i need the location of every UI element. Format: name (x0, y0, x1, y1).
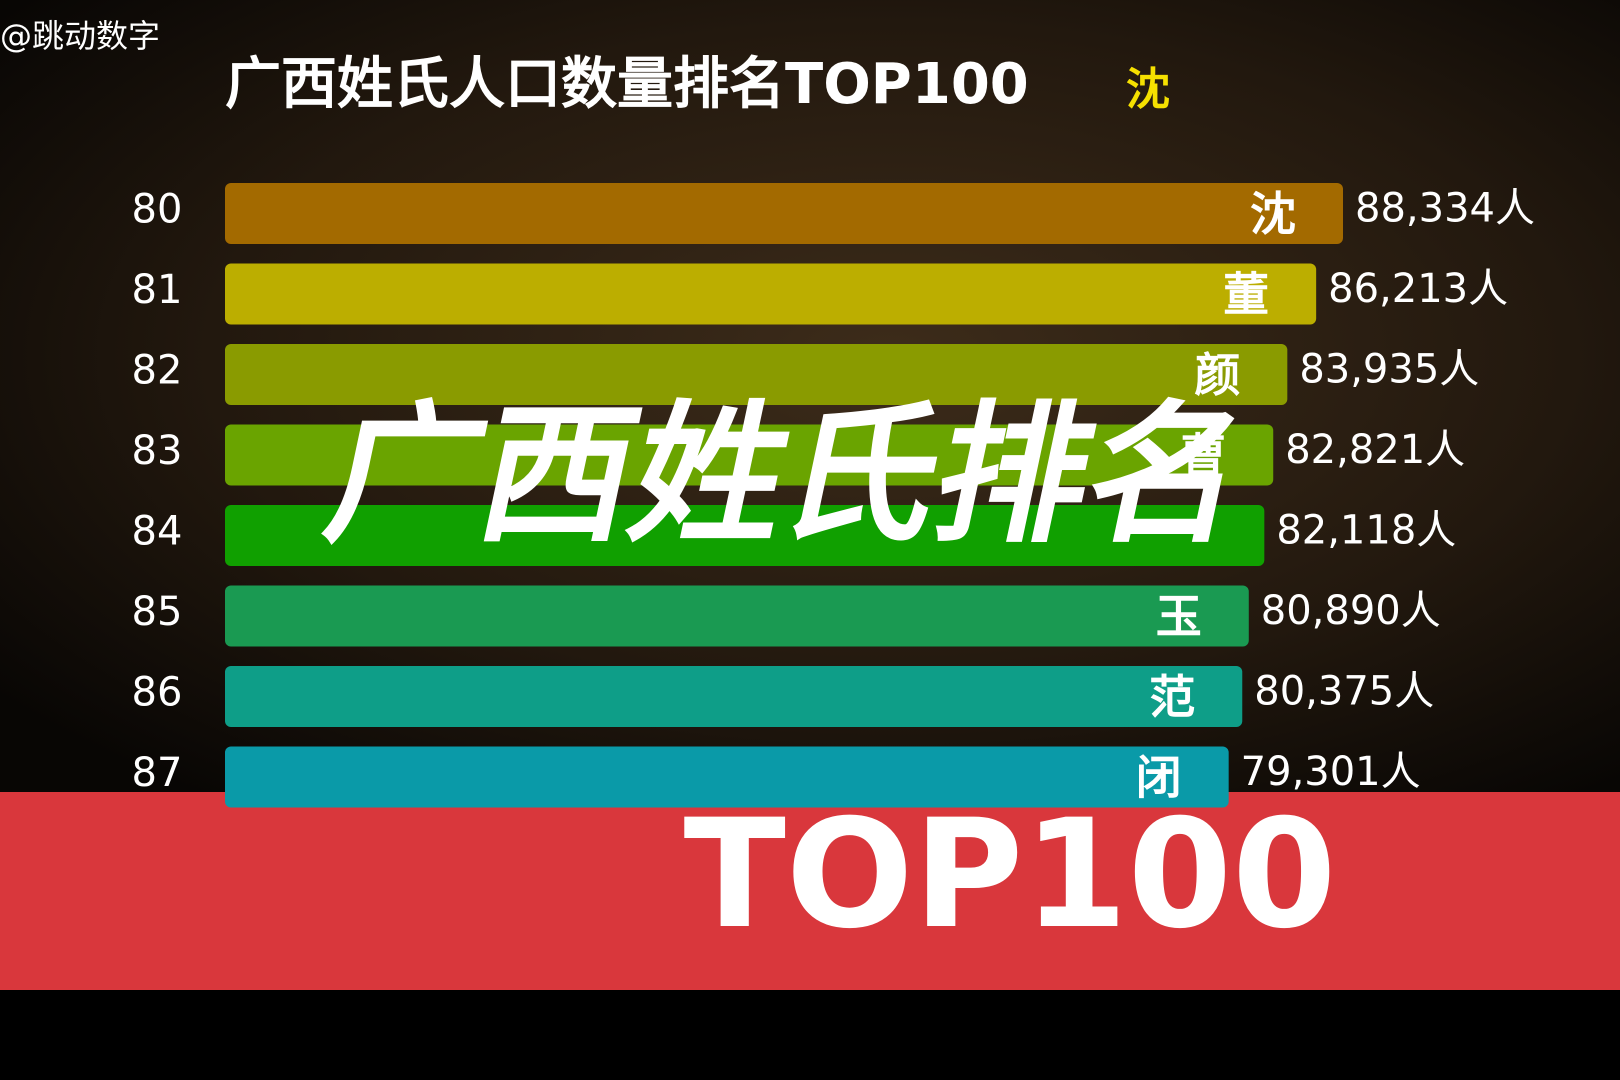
rank-label: 82 (132, 348, 183, 394)
current-label: 沈 (1126, 64, 1170, 115)
bar-label: 范 (1149, 670, 1195, 724)
rank-label: 84 (132, 509, 183, 555)
bar-label: 董 (1223, 268, 1269, 322)
overlay-title: 广西姓氏排名 (312, 387, 1262, 564)
bar (225, 505, 1265, 566)
value-label: 79,301人 (1241, 749, 1421, 795)
value-label: 82,821人 (1285, 427, 1465, 473)
bar-label: 曹 (1180, 429, 1226, 483)
bar (225, 424, 1274, 486)
bar (225, 746, 1229, 808)
bar-label: 颜 (1194, 348, 1240, 402)
value-label: 83,935人 (1299, 347, 1479, 393)
bar (225, 344, 1288, 405)
bar (225, 585, 1249, 647)
value-label: 80,375人 (1254, 669, 1434, 715)
banner-band (0, 792, 1620, 990)
rank-label: 83 (132, 428, 183, 474)
value-label: 82,118人 (1276, 508, 1456, 554)
bar (225, 666, 1243, 727)
chart-title: 广西姓氏人口数量排名TOP100 (225, 52, 1029, 117)
banner-text: TOP100 (684, 788, 1337, 962)
value-label: 88,334人 (1355, 186, 1535, 232)
bar-label: 玉 (1156, 590, 1202, 644)
bar-label: 闭 (1136, 751, 1182, 805)
bar (225, 183, 1343, 244)
bars: 80 沈 88,334人 81 董 86,213人 82 颜 83,935人 83 曹 82,821人… (132, 183, 1535, 808)
value-label: 86,213人 (1328, 266, 1508, 312)
value-label: 80,890人 (1261, 588, 1441, 634)
watermark: @跳动数字 (0, 17, 160, 55)
bar (225, 263, 1317, 325)
bar-label: 沈 (1250, 187, 1296, 241)
rank-label: 81 (132, 267, 183, 313)
rank-label: 85 (132, 589, 183, 635)
rank-label: 80 (132, 187, 183, 233)
rank-label: 86 (132, 670, 183, 716)
rank-label: 87 (132, 750, 183, 796)
